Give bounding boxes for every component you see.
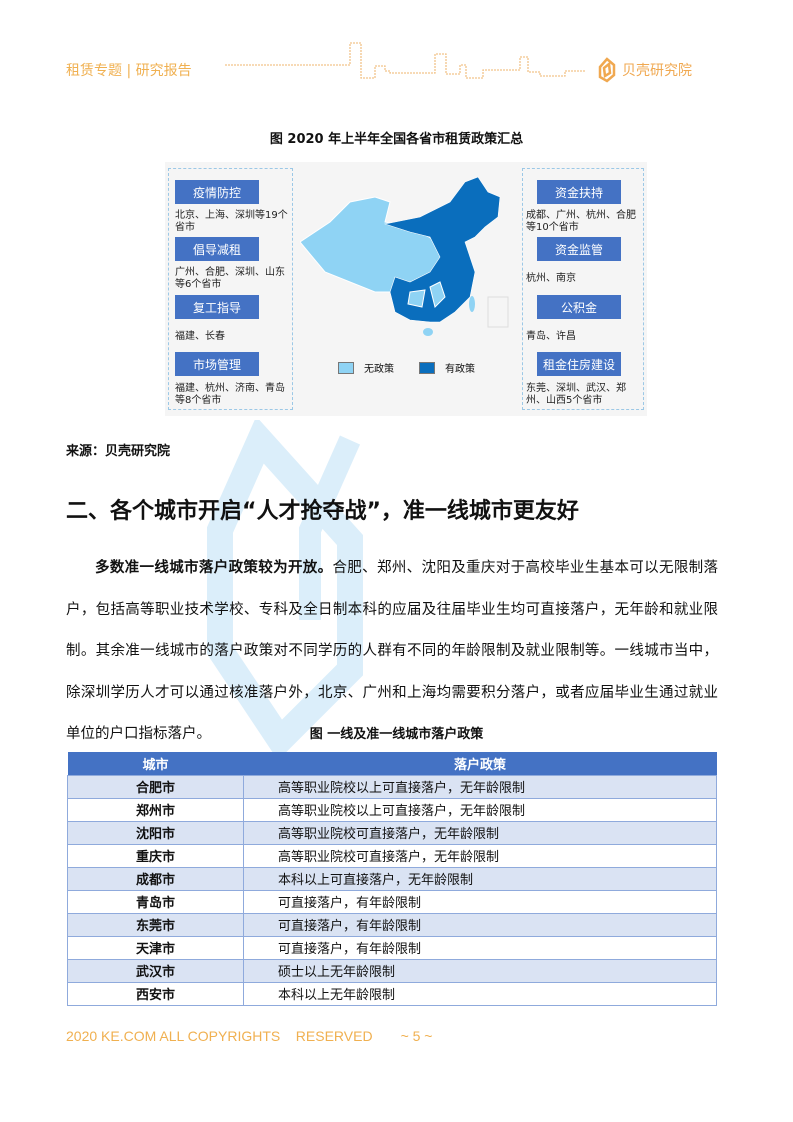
tag-text: 福建、杭州、济南、青岛等8个省市: [175, 383, 285, 406]
map-policy: [383, 176, 501, 323]
tag-rent-reduction: 倡导减租: [175, 237, 259, 261]
paragraph-body: 合肥、郑州、沈阳及重庆对于高校毕业生基本可以无限制落户，包括高等职业技术学校、专…: [66, 560, 719, 742]
footer-copyright: 2020 KE.COM ALL COPYRIGHTS RESERVED: [66, 1028, 373, 1044]
city-cell: 重庆市: [67, 843, 244, 868]
table-row: 武汉市 硕士以上无年龄限制: [67, 958, 717, 983]
policy-cell: 可直接落户，有年龄限制: [243, 889, 717, 914]
col-header-policy: 落户政策: [243, 752, 717, 775]
tag-text: 北京、上海、深圳等19个省市: [175, 210, 288, 233]
tag-text: 杭州、南京: [526, 273, 576, 284]
body-paragraph: 多数准一线城市落户政策较为开放。合肥、郑州、沈阳及重庆对于高校毕业生基本可以无限…: [66, 548, 718, 756]
right-panel: 资金扶持 成都、广州、杭州、合肥等10个省市 资金监管 杭州、南京 公积金 青岛…: [522, 168, 644, 410]
tag-text: 福建、长春: [175, 331, 225, 342]
policy-cell: 可直接落户，有年龄限制: [243, 912, 717, 937]
legend-policy: 有政策: [419, 360, 475, 375]
table-row: 天津市 可直接落户，有年龄限制: [67, 935, 717, 960]
tag-text: 成都、广州、杭州、合肥等10个省市: [526, 210, 636, 233]
policy-cell: 本科以上可直接落户，无年龄限制: [243, 866, 717, 891]
brand-name: 贝壳研究院: [622, 63, 692, 79]
policy-cell: 可直接落户，有年龄限制: [243, 935, 717, 960]
table-row: 西安市 本科以上无年龄限制: [67, 981, 717, 1006]
policy-cell: 高等职业院校以上可直接落户，无年龄限制: [243, 774, 717, 799]
col-header-city: 城市: [67, 752, 244, 775]
policy-map-figure: 疫情防控 北京、上海、深圳等19个省市 倡导减租 广州、合肥、深圳、山东等6个省…: [165, 162, 647, 416]
city-cell: 青岛市: [67, 889, 244, 914]
city-cell: 郑州市: [67, 797, 244, 822]
city-cell: 合肥市: [67, 774, 244, 799]
tag-funding: 资金扶持: [537, 180, 621, 204]
tag-text: 东莞、深圳、武汉、郑州、山西5个省市: [526, 383, 626, 406]
header-title: 租赁专题 | 研究报告: [66, 63, 192, 79]
policy-cell: 高等职业院校可直接落户，无年龄限制: [243, 843, 717, 868]
policy-cell: 高等职业院校可直接落户，无年龄限制: [243, 820, 717, 845]
figure-title: 图 2020 年上半年全国各省市租赁政策汇总: [269, 132, 524, 147]
settlement-policy-table: 城市 落户政策 合肥市 高等职业院校以上可直接落户，无年龄限制 郑州市 高等职业院校以上…: [67, 752, 717, 1006]
table-row: 东莞市 可直接落户，有年龄限制: [67, 912, 717, 937]
logo-icon: [598, 57, 616, 83]
china-map: [300, 176, 509, 336]
city-cell: 西安市: [67, 981, 244, 1006]
policy-cell: 本科以上无年龄限制: [243, 981, 717, 1006]
tag-text: 青岛、许昌: [526, 331, 576, 342]
paragraph-lead: 多数准一线城市落户政策较为开放。: [95, 560, 333, 576]
source-note: 来源：贝壳研究院: [66, 444, 171, 459]
brand-logo: 贝壳研究院: [596, 57, 692, 83]
page-number: ~ 5 ~: [400, 1028, 433, 1044]
tag-fund-supervision: 资金监管: [537, 237, 621, 261]
city-cell: 沈阳市: [67, 820, 244, 845]
footer: 2020 KE.COM ALL COPYRIGHTS RESERVED ~ 5 …: [66, 1028, 432, 1044]
table-row: 青岛市 可直接落户，有年龄限制: [67, 889, 717, 914]
table-row: 成都市 本科以上可直接落户，无年龄限制: [67, 866, 717, 891]
city-cell: 武汉市: [67, 958, 244, 983]
city-cell: 成都市: [67, 866, 244, 891]
table-row: 重庆市 高等职业院校可直接落户，无年龄限制: [67, 843, 717, 868]
tag-epidemic: 疫情防控: [175, 180, 259, 204]
legend-swatch: [419, 361, 435, 374]
tag-provident-fund: 公积金: [537, 295, 621, 319]
table-row: 合肥市 高等职业院校以上可直接落户，无年龄限制: [67, 774, 717, 799]
skyline-decoration: [225, 42, 585, 79]
tag-text: 广州、合肥、深圳、山东等6个省市: [175, 267, 285, 290]
tag-market: 市场管理: [175, 352, 259, 376]
table-row: 郑州市 高等职业院校以上可直接落户，无年龄限制: [67, 797, 717, 822]
policy-cell: 高等职业院校以上可直接落户，无年龄限制: [243, 797, 717, 822]
legend-label: 无政策: [364, 364, 394, 375]
legend-swatch: [338, 361, 354, 374]
legend-label: 有政策: [445, 364, 475, 375]
city-cell: 天津市: [67, 935, 244, 960]
table-title: 图 一线及准一线城市落户政策: [309, 727, 484, 742]
tag-work-resumption: 复工指导: [175, 295, 259, 319]
left-panel: 疫情防控 北京、上海、深圳等19个省市 倡导减租 广州、合肥、深圳、山东等6个省…: [168, 168, 293, 410]
section-heading: 二、各个城市开启“人才抢夺战”，准一线城市更友好: [66, 499, 579, 524]
city-cell: 东莞市: [67, 912, 244, 937]
tag-rental-housing: 租金住房建设: [537, 352, 621, 376]
legend-no-policy: 无政策: [338, 360, 394, 375]
table-row: 沈阳市 高等职业院校可直接落户，无年龄限制: [67, 820, 717, 845]
policy-cell: 硕士以上无年龄限制: [243, 958, 717, 983]
